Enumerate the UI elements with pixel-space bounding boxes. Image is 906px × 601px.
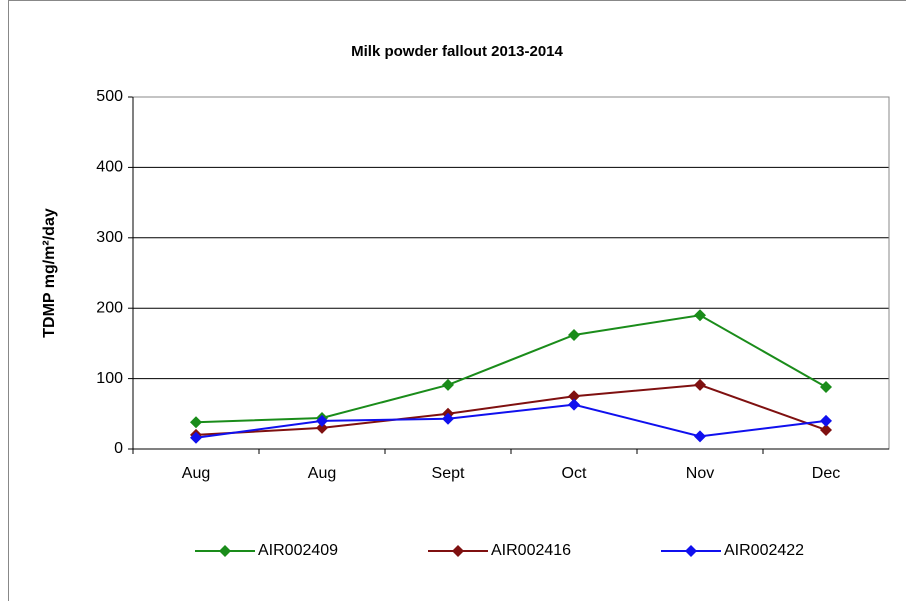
x-tick-label: Aug [308, 465, 336, 482]
data-point [820, 381, 832, 394]
data-point [568, 398, 580, 411]
y-tick-label: 300 [96, 229, 123, 246]
data-point [820, 423, 832, 436]
legend-marker [685, 545, 697, 557]
series-line [195, 403, 827, 439]
y-tick-label: 0 [114, 440, 123, 457]
y-tick-label: 400 [96, 159, 123, 176]
x-tick-label: Sept [432, 465, 465, 482]
data-point [190, 416, 202, 429]
legend-label: AIR002422 [724, 542, 804, 559]
data-point [568, 328, 580, 341]
x-tick-label: Aug [182, 465, 210, 482]
data-point [568, 390, 580, 403]
legend-label: AIR002416 [491, 542, 571, 559]
chart-title: Milk powder fallout 2013-2014 [351, 43, 563, 60]
chart-frame [8, 0, 906, 601]
x-tick-label: Oct [562, 465, 587, 482]
data-point [316, 421, 328, 434]
y-tick-label: 200 [96, 299, 123, 316]
y-tick-label: 500 [96, 88, 123, 105]
x-tick-label: Nov [686, 465, 714, 482]
legend-marker [452, 545, 464, 557]
legend-label: AIR002409 [258, 542, 338, 559]
data-point [820, 414, 832, 427]
data-point [442, 412, 454, 425]
series-line [195, 383, 827, 436]
series-line [195, 314, 827, 424]
legend-marker [219, 545, 231, 557]
data-point [442, 378, 454, 391]
y-axis-label: TDMP mg/m²/day [41, 208, 58, 338]
data-point [694, 430, 706, 443]
x-tick-label: Dec [812, 465, 840, 482]
data-point [316, 414, 328, 427]
data-point [190, 431, 202, 444]
y-tick-label: 100 [96, 370, 123, 387]
data-point [694, 378, 706, 391]
data-point [694, 309, 706, 322]
